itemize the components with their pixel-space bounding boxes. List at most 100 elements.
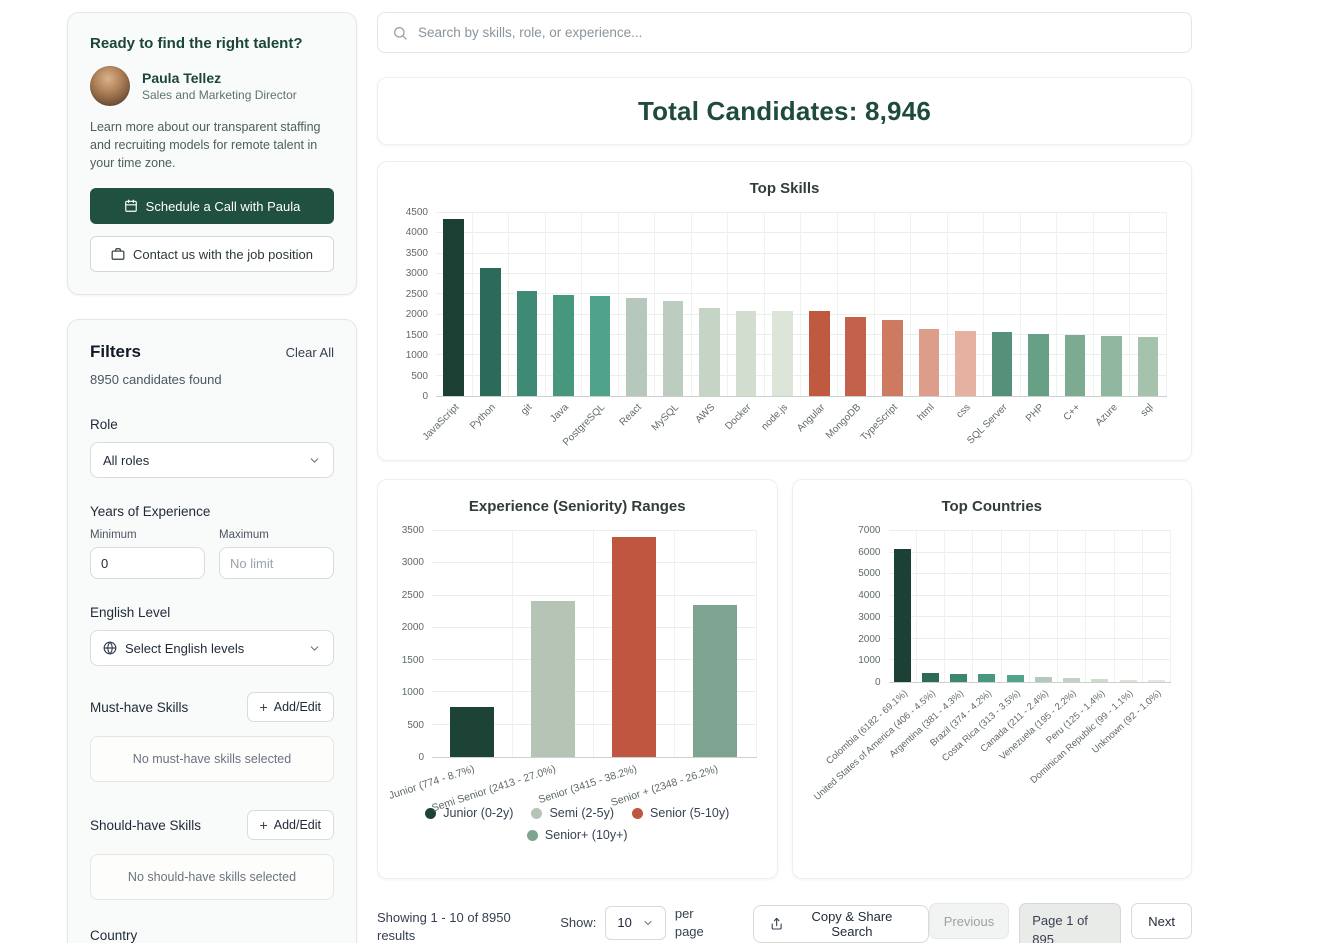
minimum-experience-input[interactable] xyxy=(90,547,205,580)
plus-icon: + xyxy=(259,817,268,834)
chart-legend: Junior (0-2y) Semi (2-5y) Senior (5-10y) Se… xyxy=(412,806,742,842)
bar-column: Brazil (374 - 4.2%) xyxy=(928,531,1002,749)
add-edit-label: Add/Edit xyxy=(273,818,321,833)
schedule-call-button[interactable]: Schedule a Call with Paula xyxy=(90,188,334,225)
bar-column: Senior (3415 - 38.2%) xyxy=(537,531,676,806)
x-axis-label: Angular xyxy=(794,402,828,435)
person-name: Paula Tellez xyxy=(142,70,222,86)
bar-column: html xyxy=(911,213,948,423)
x-axis-label: React xyxy=(618,402,645,429)
y-axis-tick: 2500 xyxy=(405,288,428,300)
globe-icon xyxy=(103,641,117,656)
bar-column: PHP xyxy=(1021,213,1058,424)
total-candidates-card: Total Candidates: 8,946 xyxy=(377,77,1192,145)
bar-column: Unknown (92 - 1.0%) xyxy=(1090,531,1171,756)
sidebar: Ready to find the right talent? Paula Te… xyxy=(67,12,357,943)
showing-results-text: Showing 1 - 10 of 8950 results xyxy=(377,910,511,943)
bar-column: MySQL xyxy=(649,213,692,433)
should-have-skills-label: Should-have Skills xyxy=(90,817,202,833)
person-title: Sales and Marketing Director xyxy=(142,88,297,102)
previous-page-button[interactable]: Previous xyxy=(928,903,1010,939)
x-axis-label: git xyxy=(519,402,535,418)
bar-react xyxy=(626,298,647,396)
gridline xyxy=(432,562,757,564)
y-axis-tick: 1500 xyxy=(405,329,428,341)
bar-typescript xyxy=(882,319,903,396)
bar-column: css xyxy=(948,213,985,420)
bar-senior-+-2348-26-2 xyxy=(693,605,738,757)
bar-peru-125-1-4 xyxy=(1091,679,1109,682)
bar-dominican-republic-99-1-1 xyxy=(1119,679,1137,682)
bar-column: United States of America (406 - 4.5%) xyxy=(812,531,945,803)
filters-title: Filters xyxy=(90,342,142,362)
y-axis-tick: 4000 xyxy=(405,227,428,239)
main-content: Total Candidates: 8,946 Top Skills 0 500 1… xyxy=(377,12,1192,943)
plus-icon: + xyxy=(259,699,268,716)
english-level-value: Select English levels xyxy=(125,640,245,656)
search-input[interactable] xyxy=(418,25,1177,40)
gridline xyxy=(432,594,757,596)
bar-canada-211-2-4 xyxy=(1034,677,1052,682)
bar-column: MongoDB xyxy=(824,213,875,441)
experience-ranges-title: Experience (Seniority) Ranges xyxy=(468,498,686,515)
gridline xyxy=(436,293,1167,295)
legend-item[interactable]: Semi (2-5y) xyxy=(531,806,614,820)
y-axis-tick: 5000 xyxy=(858,568,881,580)
page-size-select[interactable]: 10 xyxy=(605,905,666,940)
bar-angular xyxy=(808,311,830,396)
should-have-add-edit-button[interactable]: + Add/Edit xyxy=(246,810,334,841)
must-have-skills-label: Must-have Skills xyxy=(90,699,189,715)
bar-column: Python xyxy=(468,213,510,432)
y-axis-tick: 4500 xyxy=(405,207,428,218)
must-have-add-edit-button[interactable]: + Add/Edit xyxy=(246,692,334,723)
copy-share-search-button[interactable]: Copy & Share Search xyxy=(752,905,929,943)
plot-area: Junior (774 - 8.7%) Semi Senior (2413 - 2… xyxy=(387,530,757,814)
bar-postgresql xyxy=(589,295,611,396)
bar-column: Azure xyxy=(1093,213,1131,428)
chevron-down-icon xyxy=(310,646,319,651)
plot-area: JavaScript Python git Java PostgreSQL React My… xyxy=(421,212,1167,448)
english-level-select[interactable]: Select English levels xyxy=(90,630,334,667)
clear-all-link[interactable]: Clear All xyxy=(285,344,334,360)
legend-item[interactable]: Junior (0-2y) xyxy=(425,806,513,820)
gridline xyxy=(432,530,757,531)
next-page-button[interactable]: Next xyxy=(1131,903,1192,939)
role-select-value: All roles xyxy=(103,452,150,468)
minimum-label: Minimum xyxy=(90,529,137,542)
legend-item[interactable]: Senior+ (10y+) xyxy=(526,828,628,842)
bar-column: Venezuela (195 - 2.2%) xyxy=(998,531,1087,763)
filters-panel: Filters Clear All 8950 candidates found … xyxy=(67,319,357,943)
y-axis-tick: 1500 xyxy=(401,654,424,666)
bar-column: Colombia (6182 - 69.1%) xyxy=(824,531,917,767)
search-icon xyxy=(394,26,407,40)
legend-dot xyxy=(425,807,437,819)
talent-cta-card: Ready to find the right talent? Paula Te… xyxy=(67,12,357,296)
x-axis-label: html xyxy=(915,402,937,424)
bar-colombia-6182-69-1 xyxy=(893,548,911,682)
bar-git xyxy=(516,291,538,396)
copy-share-label: Copy & Share Search xyxy=(811,909,893,939)
maximum-experience-input[interactable] xyxy=(219,547,334,580)
contact-job-button[interactable]: Contact us with the job position xyxy=(90,236,334,273)
search-bar xyxy=(377,12,1192,53)
legend-dot xyxy=(526,829,538,841)
y-axis-tick: 500 xyxy=(407,719,424,731)
legend-label: Senior (5-10y) xyxy=(650,806,730,820)
bar-java xyxy=(553,295,574,396)
gridline xyxy=(436,212,1167,213)
briefcase-icon xyxy=(111,248,125,261)
bar-docker xyxy=(735,311,757,396)
role-select[interactable]: All roles xyxy=(90,442,334,479)
gridline xyxy=(888,659,1171,661)
bar-azure xyxy=(1101,335,1122,396)
bar-column: Angular xyxy=(795,213,839,434)
page-size-value: 10 xyxy=(617,915,632,931)
legend-item[interactable]: Senior (5-10y) xyxy=(632,806,729,820)
bar-column: node.js xyxy=(760,213,802,433)
chevron-down-icon xyxy=(310,458,319,463)
y-axis-tick: 0 xyxy=(874,677,881,688)
x-axis-label: Python xyxy=(468,402,499,432)
gridline xyxy=(888,637,1171,639)
english-level-label: English Level xyxy=(90,605,171,621)
top-skills-chart: 0 500 1000 1500 2000 2500 3000 3500 4000 4500 Jav… xyxy=(402,208,1167,448)
